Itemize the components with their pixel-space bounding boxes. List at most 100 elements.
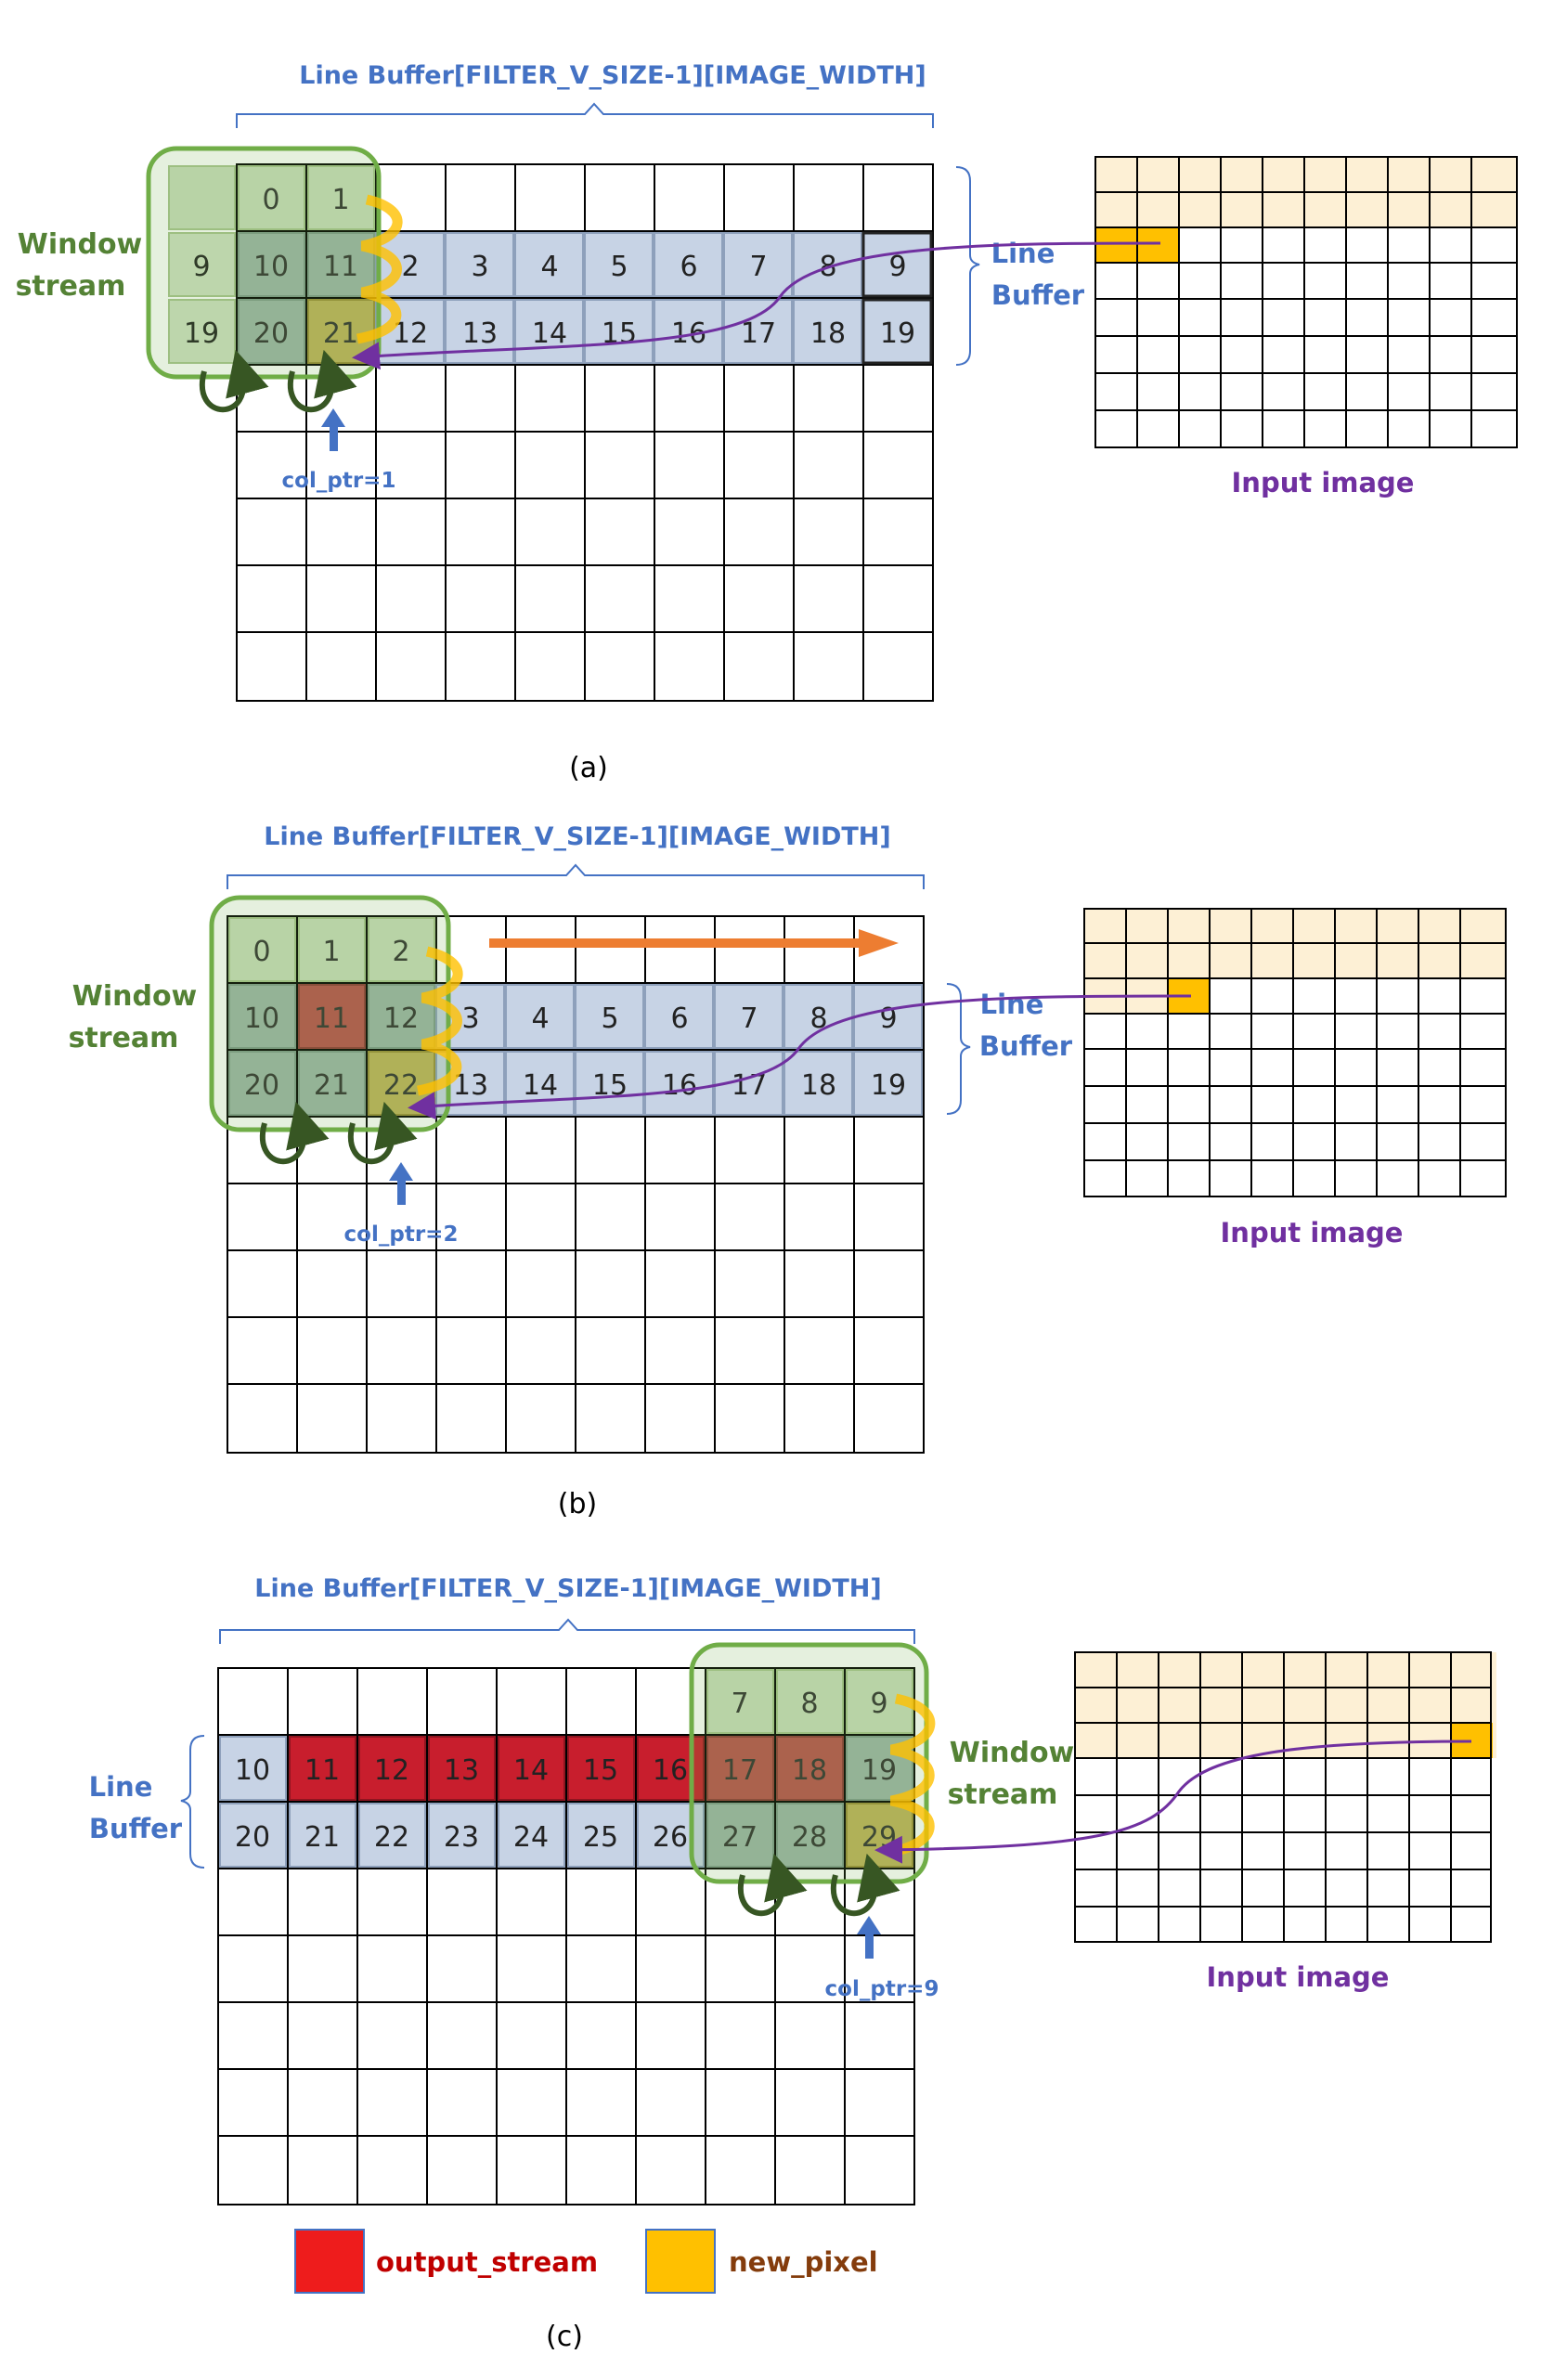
panel-a: Line Buffer[FILTER_V_SIZE-1][IMAGE_WIDTH… [16, 61, 1518, 784]
cell: 19 [861, 1754, 897, 1787]
cell: 16 [653, 1754, 688, 1787]
cell: 1 [331, 184, 349, 216]
pixel-path-arrow [408, 994, 1192, 1120]
cell: 14 [532, 317, 567, 350]
cell: 19 [871, 1069, 906, 1102]
cell: 27 [722, 1821, 758, 1854]
image-grid [227, 915, 925, 1454]
cell: 11 [323, 251, 358, 283]
col-ptr-arrow-icon [857, 1916, 881, 1959]
input-image [1074, 1651, 1496, 1943]
cell: 6 [670, 1002, 688, 1035]
legend: output_stream new_pixel [294, 2229, 878, 2294]
loop-arrow-icon [738, 1853, 808, 1917]
panel-c: Line Buffer[FILTER_V_SIZE-1][IMAGE_WIDTH… [89, 1574, 1496, 2353]
cell: 24 [513, 1821, 549, 1854]
cell: 18 [801, 1069, 836, 1102]
input-image-label: Input image [1207, 1961, 1390, 1993]
output-pixel [567, 1736, 635, 1801]
cell: 16 [662, 1069, 697, 1102]
cell: 3 [461, 1002, 479, 1035]
legend-swatch-output [294, 2229, 365, 2294]
cell: 20 [244, 1069, 279, 1102]
line-buffer-row-1: 3 4 5 6 7 8 9 [435, 984, 923, 1049]
output-pixel [358, 1736, 426, 1801]
window-stream-label: stream [16, 270, 126, 303]
line-buffer-label: Buffer [89, 1813, 183, 1844]
line-buffer-label: Line [991, 238, 1055, 269]
caption: (a) [569, 752, 608, 784]
cell: 9 [870, 1688, 887, 1720]
output-pixel [776, 1736, 844, 1801]
cell: 18 [792, 1754, 827, 1787]
cell: 20 [235, 1821, 270, 1854]
line-buffer-label: Buffer [979, 1030, 1073, 1062]
cell: 9 [888, 251, 906, 283]
window-frame [146, 146, 382, 380]
cell: 7 [731, 1688, 748, 1720]
input-image-label: Input image [1221, 1217, 1404, 1248]
col-ptr-arrow-icon [389, 1162, 413, 1205]
cell: 19 [880, 317, 915, 350]
cell: 12 [383, 1002, 419, 1035]
cell: 11 [304, 1754, 340, 1787]
col-ptr-label: col_ptr=1 [282, 469, 396, 493]
shift-spiral-icon [356, 194, 403, 344]
loop-arrow-icon [831, 1853, 900, 1917]
cell: 6 [680, 251, 697, 283]
cell: 0 [262, 184, 279, 216]
caption: (b) [558, 1488, 597, 1520]
legend-label: output_stream [376, 2246, 598, 2278]
line-buffer-label: Buffer [991, 279, 1085, 311]
cell: 15 [583, 1754, 618, 1787]
cell: 2 [401, 251, 419, 283]
line-buffer-row-2: 20 21 22 23 24 25 26 [219, 1803, 705, 1868]
panel-b: Line Buffer[FILTER_V_SIZE-1][IMAGE_WIDTH… [69, 822, 1507, 1520]
loop-arrow-icon [348, 1101, 418, 1165]
line-buffer-row-2: 13 14 15 16 17 18 19 [435, 1051, 923, 1116]
cell: 1 [322, 936, 340, 968]
cell: 8 [800, 1688, 818, 1720]
cell: 26 [653, 1821, 688, 1854]
cell: 19 [184, 317, 219, 350]
output-pixel [706, 1736, 774, 1801]
cell: 11 [314, 1002, 349, 1035]
cell: 13 [462, 317, 498, 350]
cell: 14 [523, 1069, 558, 1102]
cell: 4 [540, 251, 558, 283]
cell: 17 [741, 317, 776, 350]
loop-arrow-icon [200, 349, 269, 413]
window-stream-label: stream [69, 1022, 179, 1054]
input-image [1094, 156, 1518, 448]
col-ptr-arrow-icon [321, 408, 345, 451]
pixel-path-arrow [352, 241, 1161, 370]
cell: 22 [374, 1821, 409, 1854]
col-ptr-label: col_ptr=2 [344, 1222, 459, 1247]
line-buffer-row-1: 2 3 4 5 6 7 8 9 [375, 231, 933, 298]
loop-arrow-icon [260, 1101, 330, 1165]
cell: 23 [444, 1821, 479, 1854]
cell: 28 [792, 1821, 827, 1854]
cell: 25 [583, 1821, 618, 1854]
cell: 8 [809, 1002, 827, 1035]
col-ptr-label: col_ptr=9 [825, 1977, 939, 2001]
window-stream-label: stream [948, 1779, 1058, 1811]
cell: 4 [531, 1002, 549, 1035]
cell: 3 [471, 251, 488, 283]
line-buffer-row-2: 12 13 14 15 16 17 18 19 [375, 298, 933, 365]
cell: 21 [314, 1069, 349, 1102]
window-stream-label: Window [950, 1737, 1075, 1769]
image-grid [236, 163, 934, 702]
pixel-path-arrow [874, 1740, 1472, 1864]
line-buffer-label: Line [89, 1771, 153, 1803]
buffer-title: Line Buffer[FILTER_V_SIZE-1][IMAGE_WIDTH… [264, 822, 891, 851]
window-stream-label: Window [18, 228, 143, 261]
loop-arrow-icon [288, 349, 357, 413]
buffer-title: Line Buffer[FILTER_V_SIZE-1][IMAGE_WIDTH… [254, 1574, 882, 1603]
image-grid [217, 1667, 915, 2205]
cell: 18 [810, 317, 846, 350]
line-buffer-row-1: 10 11 12 13 14 15 16 [219, 1736, 705, 1801]
cell: 17 [722, 1754, 758, 1787]
input-image-label: Input image [1232, 467, 1415, 498]
